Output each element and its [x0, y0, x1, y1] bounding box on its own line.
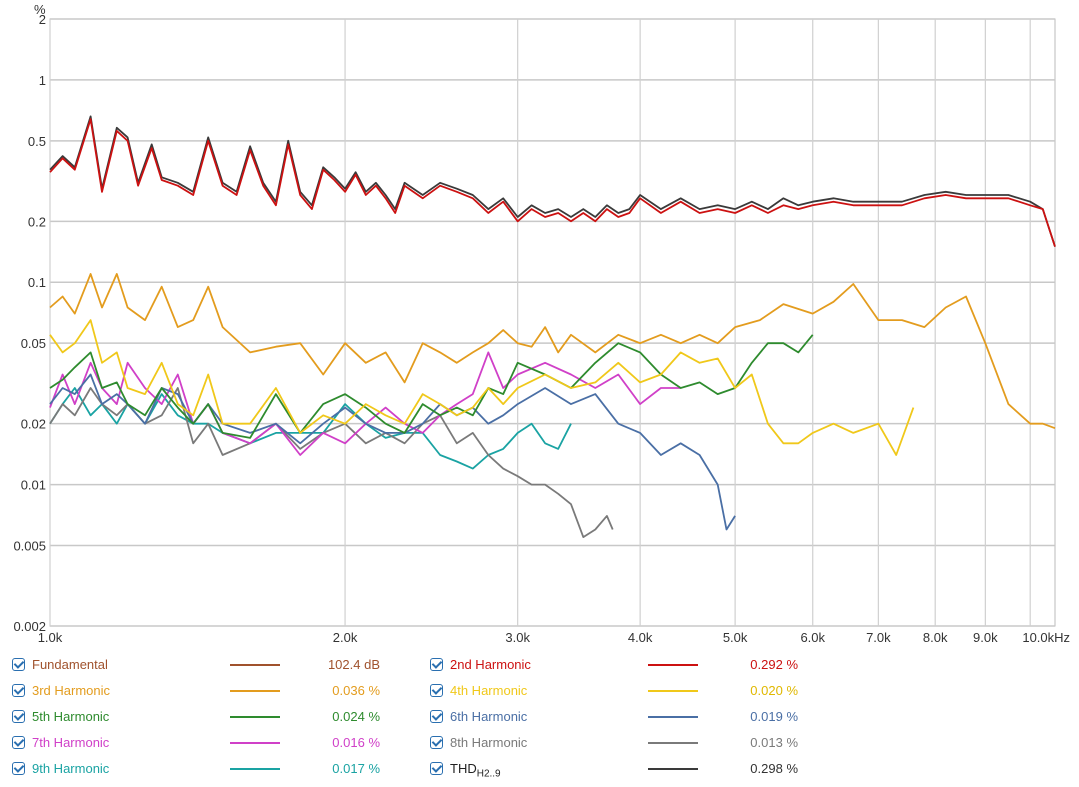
legend-item-h3: 3rd Harmonic 0.036 % [12, 680, 412, 702]
x-tick-label: 5.0k [723, 630, 748, 645]
series-line-6th-harmonic [49, 373, 736, 531]
legend-value-h8: 0.013 % [750, 735, 798, 750]
y-unit-label: % [34, 2, 46, 17]
legend-label-h5: 5th Harmonic [32, 706, 109, 728]
y-tick-label: 0.01 [21, 478, 46, 493]
checkbox-h6[interactable] [430, 710, 443, 723]
legend-value-h5: 0.024 % [332, 709, 380, 724]
chart-series [49, 115, 1056, 538]
plot-area [49, 18, 1056, 627]
legend-label-h3: 3rd Harmonic [32, 680, 110, 702]
legend-label-text: 2nd Harmonic [450, 657, 531, 672]
legend-value-h3: 0.036 % [332, 683, 380, 698]
legend-label-text: 3rd Harmonic [32, 683, 111, 698]
legend-swatch-h5 [230, 716, 280, 718]
legend-item-h7: 7th Harmonic 0.016 % [12, 732, 412, 754]
legend-label-fundamental: Fundamental [32, 654, 108, 676]
legend-label-h6: 6th Harmonic [450, 706, 527, 728]
checkbox-h7[interactable] [12, 736, 25, 749]
x-tick-label: 7.0k [866, 630, 891, 645]
legend-label-h7: 7th Harmonic [32, 732, 109, 754]
legend-item-h9: 9th Harmonic 0.017 % [12, 758, 412, 780]
legend-value-h9: 0.017 % [332, 761, 380, 776]
chart-grid [49, 18, 1056, 627]
legend-item-h6: 6th Harmonic 0.019 % [430, 706, 830, 728]
legend-value-fundamental: 102.4 dB [327, 657, 380, 672]
legend-label-text: 9th Harmonic [32, 761, 110, 776]
checkbox-fundamental[interactable] [12, 658, 25, 671]
legend-item-h8: 8th Harmonic 0.013 % [430, 732, 830, 754]
legend-swatch-h7 [230, 742, 280, 744]
x-tick-label: 8.0k [923, 630, 948, 645]
x-tick-label: 2.0k [333, 630, 358, 645]
y-tick-label: 0.02 [21, 417, 46, 432]
legend-label-subscript: H2..9 [476, 768, 501, 780]
legend-swatch-fundamental [230, 664, 280, 666]
legend-value-h4: 0.020 % [750, 683, 798, 698]
legend-label-text: 7th Harmonic [32, 735, 110, 750]
legend-item-h2: 2nd Harmonic 0.292 % [430, 654, 830, 676]
x-tick-label: 1.0k [38, 630, 63, 645]
y-tick-label: 0.5 [28, 134, 46, 149]
x-tick-label: 10.0kHz [1022, 630, 1070, 645]
legend-value-thd: 0.298 % [750, 761, 798, 776]
legend-label-thd: THDH2..9 [450, 758, 501, 786]
legend-label-text: 4th Harmonic [450, 683, 528, 698]
series-line-4th-harmonic [49, 319, 915, 456]
legend-swatch-h9 [230, 768, 280, 770]
legend-swatch-thd [648, 768, 698, 770]
series-line-5th-harmonic [49, 334, 814, 439]
checkbox-h5[interactable] [12, 710, 25, 723]
x-tick-label: 4.0k [628, 630, 653, 645]
y-tick-label: 0.002 [13, 619, 46, 634]
legend-swatch-h6 [648, 716, 698, 718]
legend-item-thd: THDH2..9 0.298 % [430, 758, 830, 780]
y-tick-label: 0.1 [28, 275, 46, 290]
y-tick-label: 2 [39, 12, 46, 27]
legend-label-text: Fundamental [32, 657, 108, 672]
y-tick-label: 0.005 [13, 538, 46, 553]
legend-label-h9: 9th Harmonic [32, 758, 109, 780]
x-tick-label: 9.0k [973, 630, 998, 645]
legend-value-h2: 0.292 % [750, 657, 798, 672]
checkbox-h8[interactable] [430, 736, 443, 749]
checkbox-thd[interactable] [430, 762, 443, 775]
legend-item-h4: 4th Harmonic 0.020 % [430, 680, 830, 702]
checkbox-h2[interactable] [430, 658, 443, 671]
checkbox-h3[interactable] [12, 684, 25, 697]
legend-swatch-h3 [230, 690, 280, 692]
legend-label-h8: 8th Harmonic [450, 732, 527, 754]
series-line-2nd-harmonic [49, 118, 1056, 247]
x-tick-label: 6.0k [800, 630, 825, 645]
legend-label-h2: 2nd Harmonic [450, 654, 531, 676]
series-line-3rd-harmonic [49, 272, 1056, 430]
legend-value-h6: 0.019 % [750, 709, 798, 724]
legend-label-h4: 4th Harmonic [450, 680, 527, 702]
legend-label-text: 6th Harmonic [450, 709, 528, 724]
y-tick-label: 0.2 [28, 214, 46, 229]
y-tick-label: 1 [39, 73, 46, 88]
x-tick-label: 3.0k [505, 630, 530, 645]
checkbox-h4[interactable] [430, 684, 443, 697]
legend-item-h5: 5th Harmonic 0.024 % [12, 706, 412, 728]
legend: Fundamental 102.4 dB 2nd Harmonic 0.292 % 3r… [0, 650, 1079, 787]
legend-label-text: 5th Harmonic [32, 709, 110, 724]
legend-swatch-h8 [648, 742, 698, 744]
legend-swatch-h2 [648, 664, 698, 666]
checkbox-h9[interactable] [12, 762, 25, 775]
legend-swatch-h4 [648, 690, 698, 692]
legend-value-h7: 0.016 % [332, 735, 380, 750]
legend-label-text: THD [450, 761, 477, 776]
legend-label-text: 8th Harmonic [450, 735, 528, 750]
legend-item-fundamental: Fundamental 102.4 dB [12, 654, 412, 676]
y-tick-label: 0.05 [21, 336, 46, 351]
